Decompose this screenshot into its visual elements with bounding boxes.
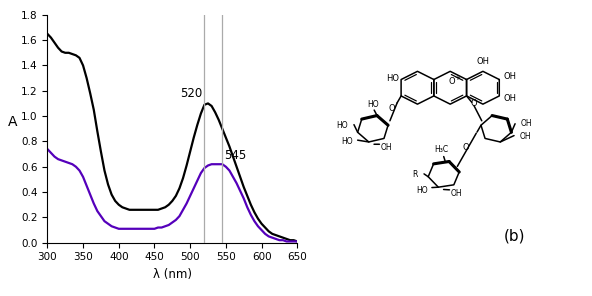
Text: OH: OH	[503, 94, 516, 103]
Text: OH: OH	[503, 72, 516, 81]
Y-axis label: A: A	[8, 115, 17, 129]
Text: HO: HO	[367, 100, 379, 109]
Text: O: O	[463, 143, 469, 152]
Text: OH: OH	[521, 119, 533, 128]
Text: (b): (b)	[504, 229, 525, 243]
Text: OH: OH	[381, 143, 392, 152]
Text: HO: HO	[387, 74, 400, 83]
Text: +: +	[455, 75, 461, 81]
Text: R: R	[412, 170, 417, 179]
Text: HO: HO	[416, 186, 428, 195]
Text: OH: OH	[477, 57, 490, 66]
Text: OH: OH	[451, 189, 462, 197]
X-axis label: λ (nm): λ (nm)	[153, 268, 192, 281]
Text: O: O	[471, 99, 477, 108]
Text: HO: HO	[336, 121, 348, 130]
Text: 520: 520	[180, 87, 202, 100]
Text: OH: OH	[520, 132, 532, 141]
Text: H₃C: H₃C	[434, 145, 448, 154]
Text: 545: 545	[224, 149, 246, 162]
Text: O: O	[388, 104, 395, 113]
Text: O: O	[448, 77, 455, 86]
Text: HO: HO	[342, 137, 353, 146]
